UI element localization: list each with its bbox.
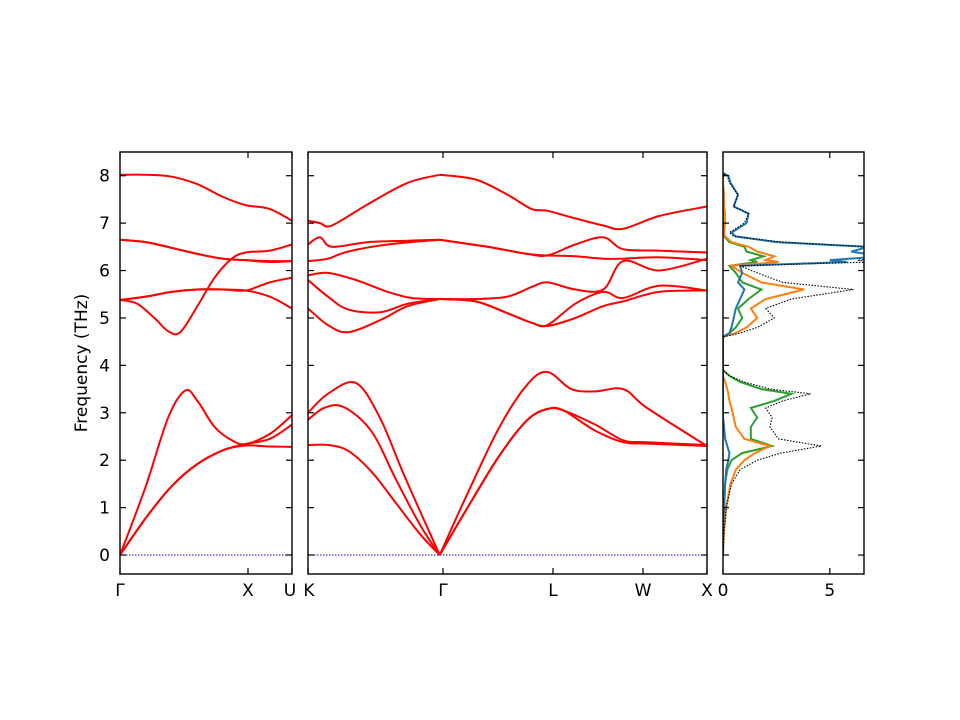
k-point-label: Γ xyxy=(438,581,448,601)
y-tick-label: 4 xyxy=(99,356,110,376)
phonon-branch-3 xyxy=(307,381,441,556)
y-tick-label: 1 xyxy=(99,499,110,519)
phonon-branch-14 xyxy=(307,236,440,248)
phonon-branch-9 xyxy=(307,271,440,300)
phonon-branch-5 xyxy=(438,407,708,556)
dos-orange-curve xyxy=(723,173,805,556)
panel-frame-2 xyxy=(307,151,708,575)
phonon-branch-11 xyxy=(439,284,708,328)
phonon-branch-12 xyxy=(439,257,708,301)
phonon-branch-8 xyxy=(119,238,293,264)
k-point-label: L xyxy=(548,581,558,601)
phonon-branch-1 xyxy=(119,423,293,556)
band-panel-1 xyxy=(119,173,293,556)
dos-x-tick-label: 0 xyxy=(718,581,729,601)
panel-frame-3 xyxy=(722,151,865,575)
panel-frame-1 xyxy=(119,151,293,575)
phonon-branch-2 xyxy=(119,444,293,556)
phonon-branch-4 xyxy=(119,243,293,336)
y-tick-label: 7 xyxy=(99,214,110,234)
phonon-branch-1 xyxy=(307,443,441,556)
k-point-label: U xyxy=(284,581,296,601)
y-tick-label: 6 xyxy=(99,262,110,282)
phonon-branch-8 xyxy=(307,279,440,314)
phonon-branch-10 xyxy=(439,289,708,328)
dos-blue-curve xyxy=(723,172,864,555)
y-tick-label: 8 xyxy=(99,167,110,187)
phonon-branch-13 xyxy=(307,238,440,263)
k-point-label: W xyxy=(635,581,652,601)
phonon-branch-2 xyxy=(307,404,441,556)
y-tick-label: 3 xyxy=(99,404,110,424)
phonon-branch-7 xyxy=(307,298,440,334)
y-axis-label: Frequency (THz) xyxy=(72,294,92,433)
dos-panel xyxy=(723,172,864,556)
y-tick-label: 2 xyxy=(99,451,110,471)
phonon-branch-3 xyxy=(119,388,293,556)
band-panel-2 xyxy=(307,173,708,556)
phonon-branch-4 xyxy=(438,406,708,556)
dos-x-tick-label: 5 xyxy=(824,581,835,601)
phonon-branch-17 xyxy=(307,173,440,228)
phonon-branch-18 xyxy=(439,173,708,231)
k-point-label: X xyxy=(701,581,713,601)
y-tick-label: 0 xyxy=(99,546,110,566)
k-point-label: X xyxy=(242,581,254,601)
k-point-label: Γ xyxy=(115,581,125,601)
y-tick-label: 5 xyxy=(99,309,110,329)
phonon-branch-6 xyxy=(119,276,293,301)
k-point-label: K xyxy=(303,581,315,601)
phonon-branch-16 xyxy=(439,238,708,262)
dos-total-curve xyxy=(723,172,864,556)
phonon-branch-9 xyxy=(119,173,293,222)
phonon-branch-6 xyxy=(438,370,708,556)
